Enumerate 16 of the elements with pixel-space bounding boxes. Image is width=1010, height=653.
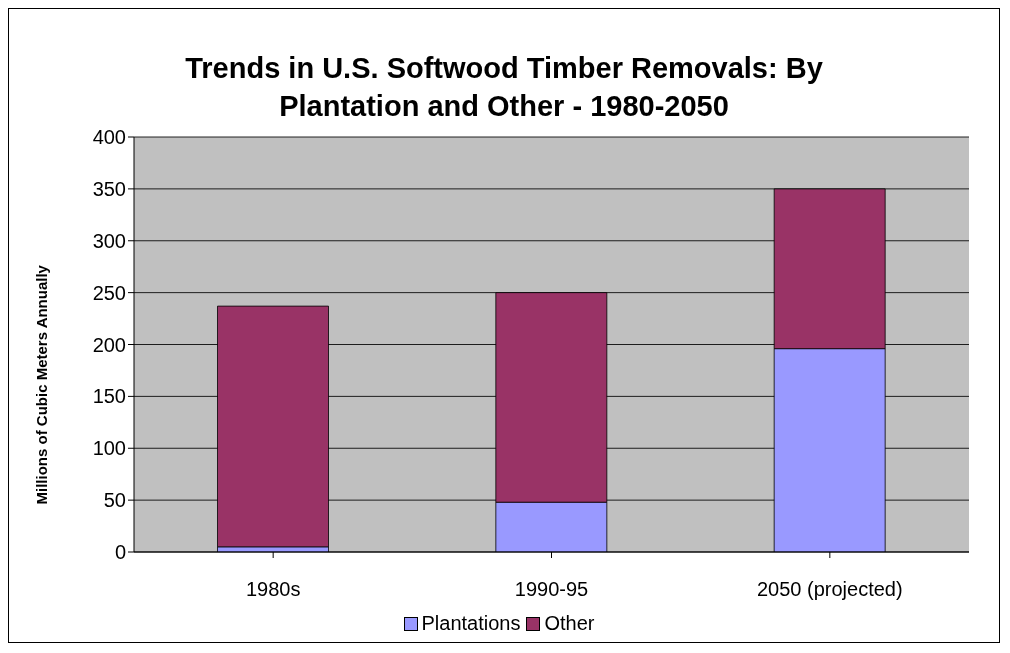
y-tick-label: 300	[92, 229, 126, 252]
y-tick-label: 200	[92, 333, 126, 356]
x-tick-label: 1980s	[245, 578, 301, 601]
legend-label: Plantations	[421, 612, 521, 635]
y-tick-label: 0	[114, 541, 126, 564]
y-tick-label: 100	[92, 437, 126, 460]
x-tick-label: 2050 (projected)	[757, 578, 903, 601]
y-axis-title: Millions of Cubic Meters Annually	[33, 264, 51, 505]
legend-label: Other	[544, 612, 595, 635]
y-tick-label: 350	[92, 177, 126, 200]
y-tick-label: 150	[92, 385, 126, 408]
chart-title: Trends in U.S. Softwood Timber Removals: By Plantation and Other - 1980-2050	[184, 51, 824, 124]
y-tick-label: 400	[92, 126, 126, 149]
y-tick-label: 50	[103, 489, 126, 512]
x-tick-label: 1990-95	[514, 578, 589, 601]
y-tick-label: 250	[92, 281, 126, 304]
